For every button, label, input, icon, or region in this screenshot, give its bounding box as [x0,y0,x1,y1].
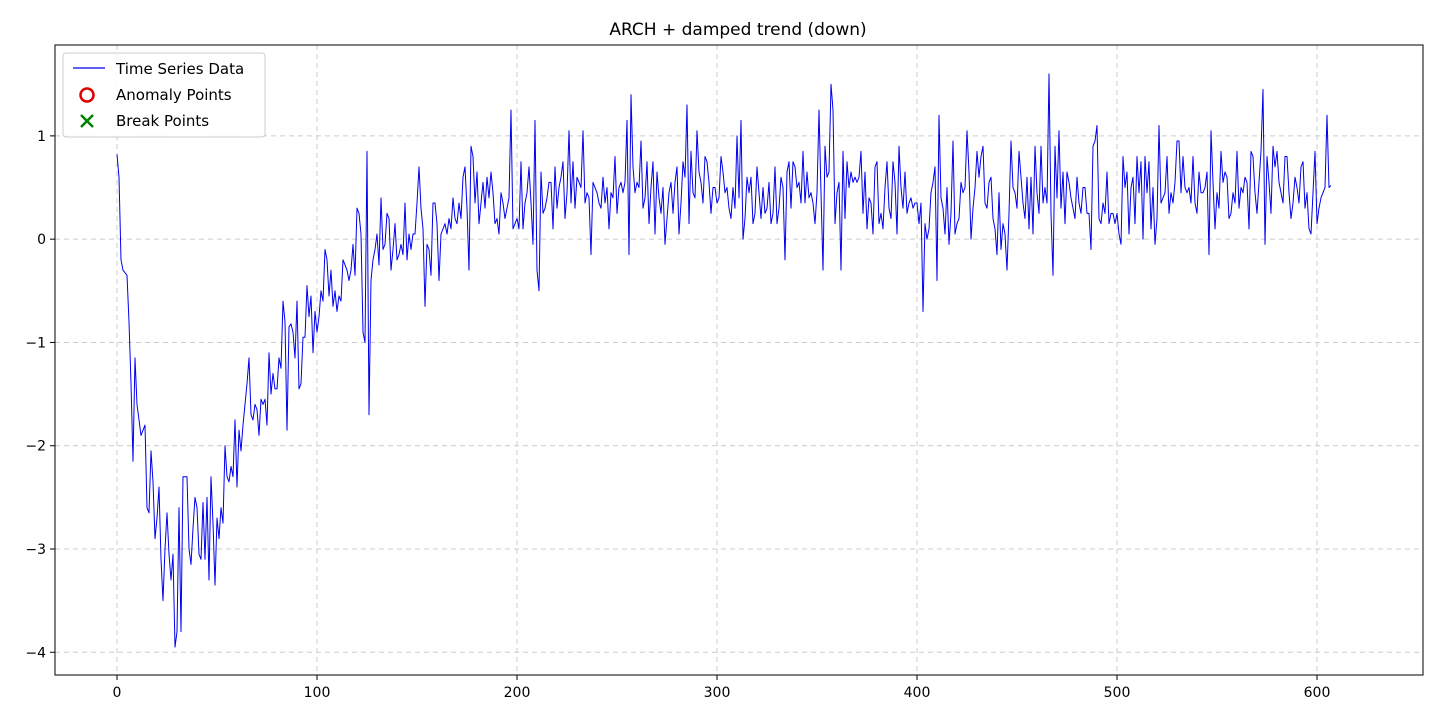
legend-anomaly-marker [79,87,95,103]
y-tick-label: −3 [25,542,46,558]
plot-frame [54,44,1424,676]
x-tick-label: 0 [113,685,122,701]
axis-ticks: 0 100 200 300 400 500 600 −4 −3 −2 −1 0 1 [25,129,1330,701]
legend-break-marker [80,114,94,128]
y-tick-label: −4 [25,645,46,661]
y-tick-label: 0 [37,232,46,248]
y-tick-label: 1 [37,129,46,145]
legend-box [62,52,266,138]
legend-label-time-series: Time Series Data [115,60,244,78]
x-tick-label: 100 [304,685,331,701]
chart-title: ARCH + damped trend (down) [609,20,866,40]
series-layer [116,73,1332,648]
y-tick-label: −1 [25,335,46,351]
x-tick-label: 400 [904,685,931,701]
y-tick-label: −2 [25,439,46,455]
x-tick-label: 200 [504,685,531,701]
legend-label-break: Break Points [116,112,209,130]
x-tick-label: 600 [1304,685,1331,701]
x-tick-label: 500 [1104,685,1131,701]
x-tick-label: 300 [704,685,731,701]
series-line-time-series [116,73,1332,648]
grid [55,45,1423,675]
legend: Time Series Data Anomaly Points Break Po… [62,52,266,138]
legend-label-anomaly: Anomaly Points [116,86,232,104]
